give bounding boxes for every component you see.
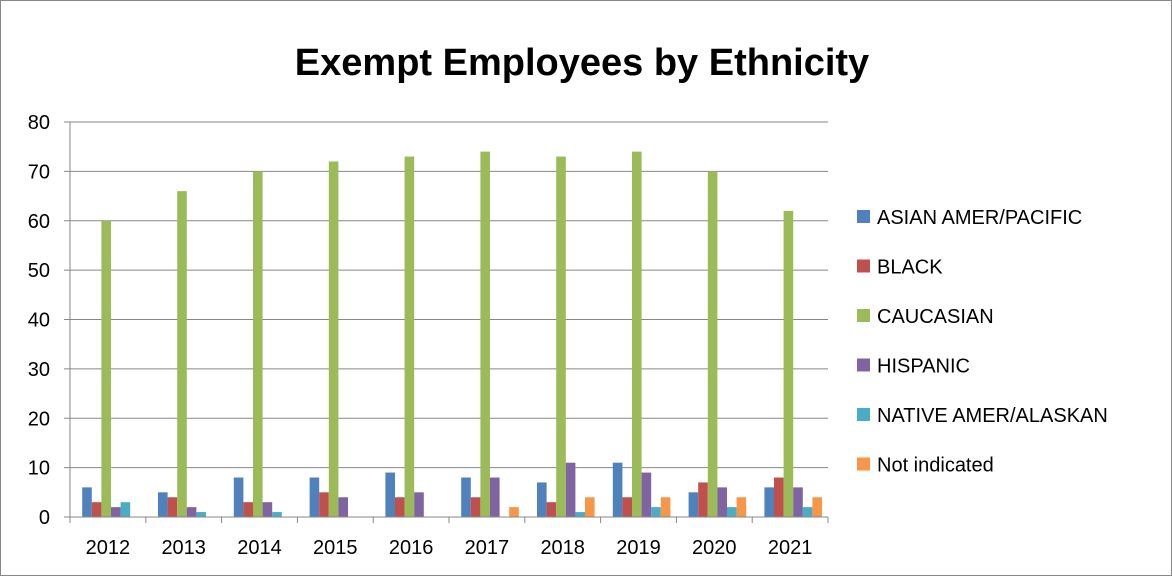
legend-label: NATIVE AMER/ALASKAN	[877, 405, 1108, 427]
x-tick-label: 2016	[389, 537, 434, 559]
bar-black-2021	[774, 477, 784, 517]
x-tick-label: 2012	[86, 537, 131, 559]
bar-hispanic-2020	[717, 487, 727, 517]
bar-black-2014	[243, 502, 253, 517]
bar-black-2019	[622, 497, 632, 517]
x-tick-label: 2014	[237, 537, 282, 559]
bar-asian-amer-pacific-2014	[233, 477, 244, 517]
x-tick-label: 2013	[161, 537, 206, 559]
bar-asian-amer-pacific-2017	[461, 477, 471, 517]
bar-hispanic-2012	[111, 507, 121, 517]
bar-native-amer-alaskan-2020	[727, 507, 737, 517]
bar-caucasian-2018	[556, 156, 566, 517]
legend-swatch	[857, 259, 870, 273]
bar-caucasian-2021	[783, 210, 794, 517]
y-tick-label: 60	[28, 211, 50, 233]
bar-black-2012	[91, 502, 102, 517]
bar-black-2016	[395, 497, 405, 517]
x-tick-label: 2021	[768, 537, 813, 559]
x-tick-label: 2019	[616, 537, 661, 559]
bar-hispanic-2013	[186, 507, 197, 517]
x-tick-label: 2018	[540, 537, 585, 559]
bar-hispanic-2021	[793, 487, 803, 517]
bar-hispanic-2016	[414, 492, 424, 517]
bar-native-amer-alaskan-2019	[651, 507, 661, 517]
x-tick-label: 2020	[692, 537, 737, 559]
y-tick-label: 50	[28, 260, 50, 282]
y-tick-label: 0	[39, 507, 50, 529]
bar-not-indicated-2017	[509, 507, 519, 517]
legend-swatch	[857, 408, 870, 421]
bar-black-2015	[319, 492, 329, 517]
bar-asian-amer-pacific-2016	[385, 472, 395, 517]
bar-hispanic-2018	[565, 462, 576, 517]
y-tick-label: 30	[28, 359, 50, 381]
legend-label: ASIAN AMER/PACIFIC	[877, 207, 1082, 229]
y-tick-label: 70	[28, 161, 50, 183]
legend-swatch	[857, 358, 870, 372]
bar-caucasian-2019	[632, 151, 642, 517]
legend-label: HISPANIC	[877, 356, 970, 378]
bar-caucasian-2013	[177, 191, 187, 517]
bar-hispanic-2017	[490, 477, 500, 517]
chart-title: Exempt Employees by Ethnicity	[295, 42, 869, 84]
bar-native-amer-alaskan-2021	[802, 507, 813, 517]
bar-black-2020	[698, 482, 708, 517]
bar-hispanic-2014	[262, 502, 273, 517]
bar-caucasian-2017	[480, 151, 490, 517]
bar-not-indicated-2019	[660, 497, 671, 517]
bar-caucasian-2012	[101, 220, 111, 517]
bar-native-amer-alaskan-2013	[196, 512, 206, 517]
bar-asian-amer-pacific-2019	[612, 462, 623, 517]
bar-native-amer-alaskan-2012	[120, 502, 131, 517]
bar-caucasian-2016	[404, 156, 415, 517]
legend-label: CAUCASIAN	[877, 306, 994, 328]
bar-black-2018	[546, 502, 557, 517]
bars	[82, 151, 822, 517]
y-tick-label: 10	[28, 458, 50, 480]
bar-black-2013	[167, 497, 178, 517]
legend-label: Not indicated	[877, 455, 994, 477]
x-tick-label: 2017	[465, 537, 510, 559]
y-tick-label: 80	[28, 112, 50, 134]
bar-caucasian-2015	[328, 161, 339, 517]
x-tick-label: 2015	[313, 537, 358, 559]
bar-asian-amer-pacific-2018	[537, 482, 547, 517]
legend-swatch	[857, 210, 870, 223]
bar-black-2017	[470, 497, 481, 517]
legend-swatch	[857, 309, 870, 322]
bar-asian-amer-pacific-2012	[82, 487, 92, 517]
bar-not-indicated-2020	[736, 497, 747, 517]
bar-native-amer-alaskan-2014	[272, 512, 282, 517]
bar-not-indicated-2018	[585, 497, 595, 517]
y-tick-label: 20	[28, 408, 50, 430]
bar-asian-amer-pacific-2021	[764, 487, 774, 517]
bar-not-indicated-2021	[812, 497, 822, 517]
bar-caucasian-2020	[707, 171, 718, 517]
bar-caucasian-2014	[253, 171, 263, 517]
bar-asian-amer-pacific-2020	[688, 492, 699, 517]
legend-swatch	[857, 457, 870, 471]
axes: 0 10 20 30 40 50 60 70 80 2012 2013 2014 2015 2016 201…	[28, 112, 829, 559]
bar-asian-amer-pacific-2015	[309, 477, 320, 517]
bar-hispanic-2019	[641, 472, 652, 517]
legend: ASIAN AMER/PACIFIC BLACK CAUCASIAN HISPANIC…	[857, 207, 1108, 477]
bar-hispanic-2015	[338, 497, 348, 517]
legend-label: BLACK	[877, 257, 943, 279]
bar-asian-amer-pacific-2013	[158, 492, 168, 517]
gridlines	[70, 121, 828, 469]
y-tick-label: 40	[28, 310, 50, 332]
bar-native-amer-alaskan-2018	[575, 512, 585, 517]
